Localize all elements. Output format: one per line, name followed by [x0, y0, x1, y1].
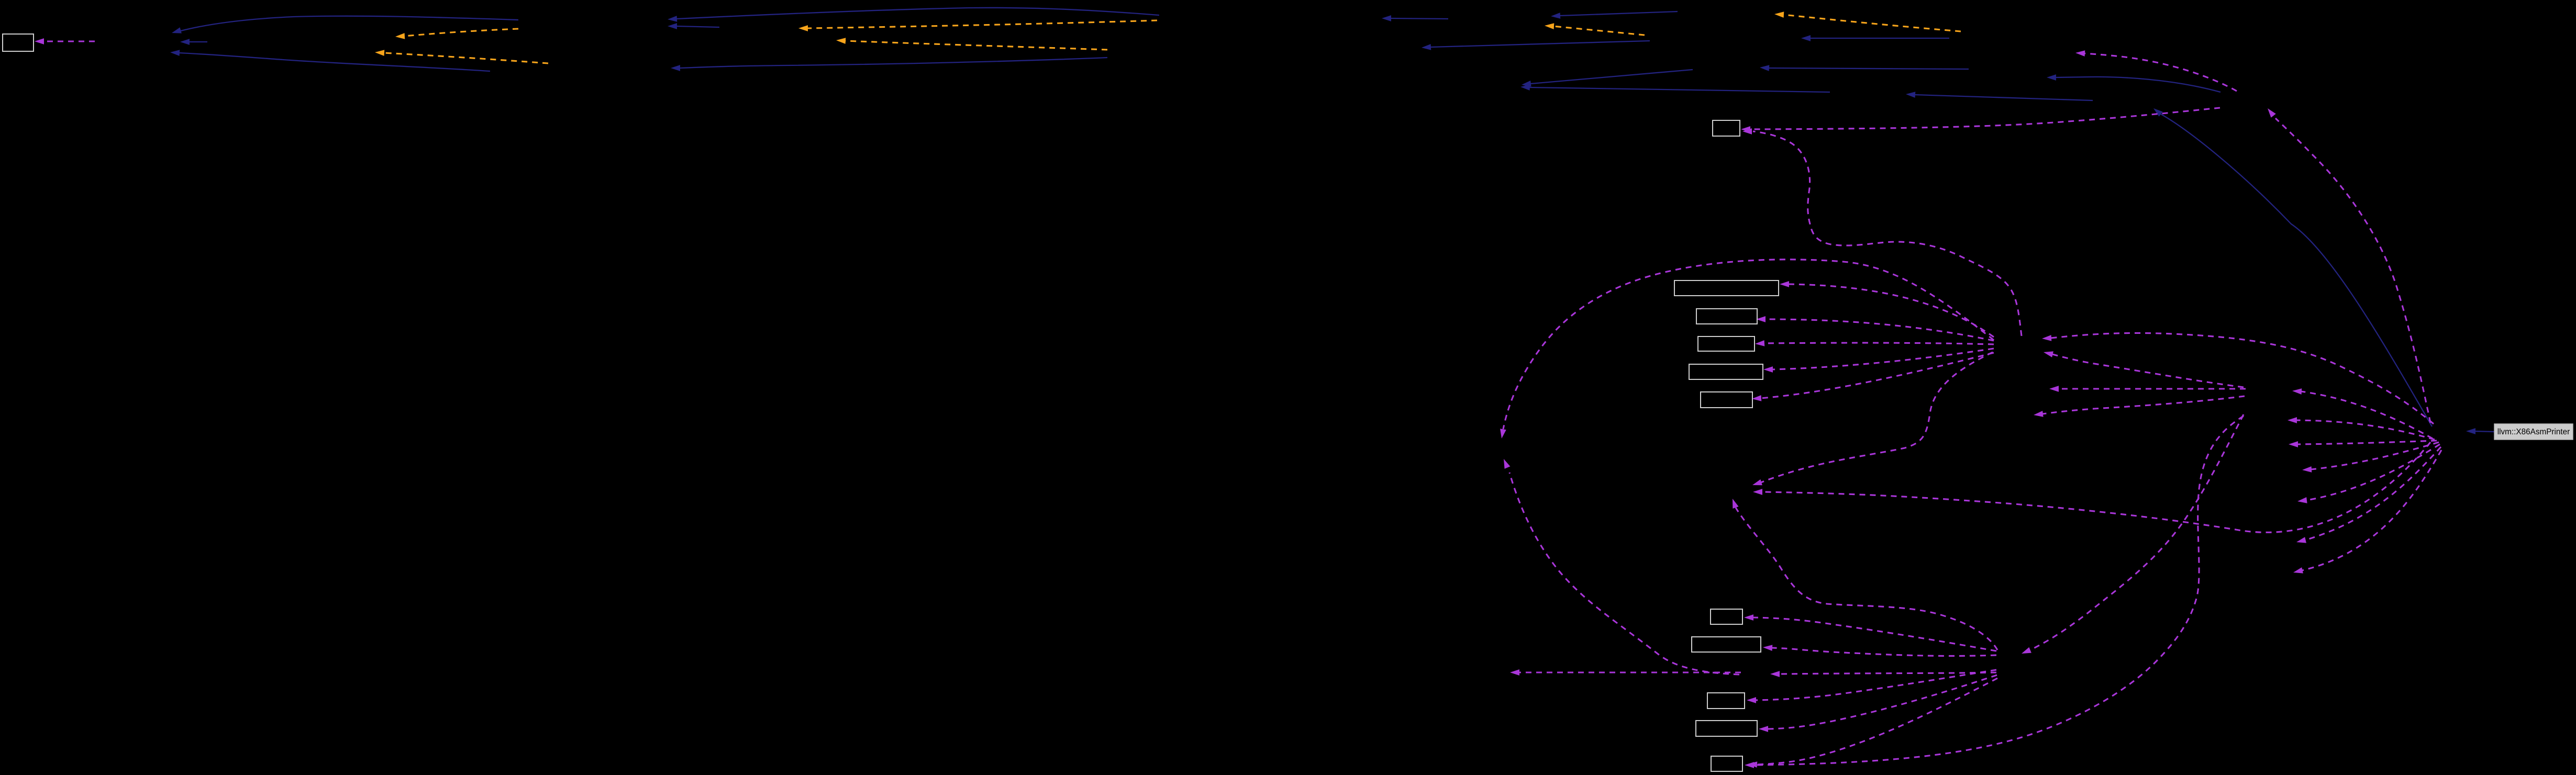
- svg-text:llvm::X86AsmPrinter: llvm::X86AsmPrinter: [2497, 428, 2570, 436]
